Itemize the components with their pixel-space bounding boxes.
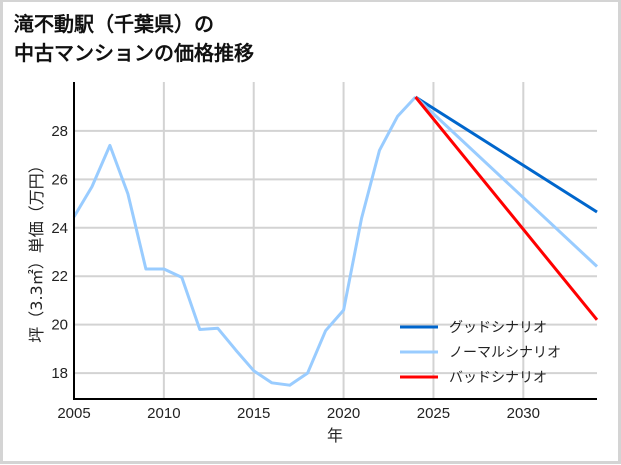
chart-title: 滝不動駅（千葉県）の 中古マンションの価格推移 [14,12,254,65]
y-tick-label: 24 [51,220,68,237]
y-tick-label: 22 [51,268,68,285]
legend-label: バッドシナリオ [449,370,547,386]
x-tick-label: 2015 [237,405,270,422]
data-lines [72,95,599,387]
y-tick-label: 26 [51,171,68,188]
y-tick-label: 18 [51,365,68,382]
y-tick-label: 28 [51,123,68,140]
legend-label: ノーマルシナリオ [449,345,561,361]
series-line [414,95,599,268]
series-line [414,95,598,214]
legend-label: グッドシナリオ [449,320,547,336]
x-tick-label: 2010 [147,405,180,422]
y-axis-label: 坪（3.3㎡）単価（万円） [27,157,46,342]
y-tick-label: 20 [51,317,68,334]
x-tick-label: 2030 [507,405,540,422]
x-axis-label: 年 [327,426,343,445]
series-line [72,95,417,387]
series-line [414,96,599,321]
tick-labels: 2005 2010 2015 2020 2025 2030 18 20 22 24 26 28 [51,123,540,422]
axes [73,82,597,400]
x-tick-label: 2005 [57,405,90,422]
x-tick-label: 2025 [417,405,450,422]
x-tick-label: 2020 [327,405,360,422]
